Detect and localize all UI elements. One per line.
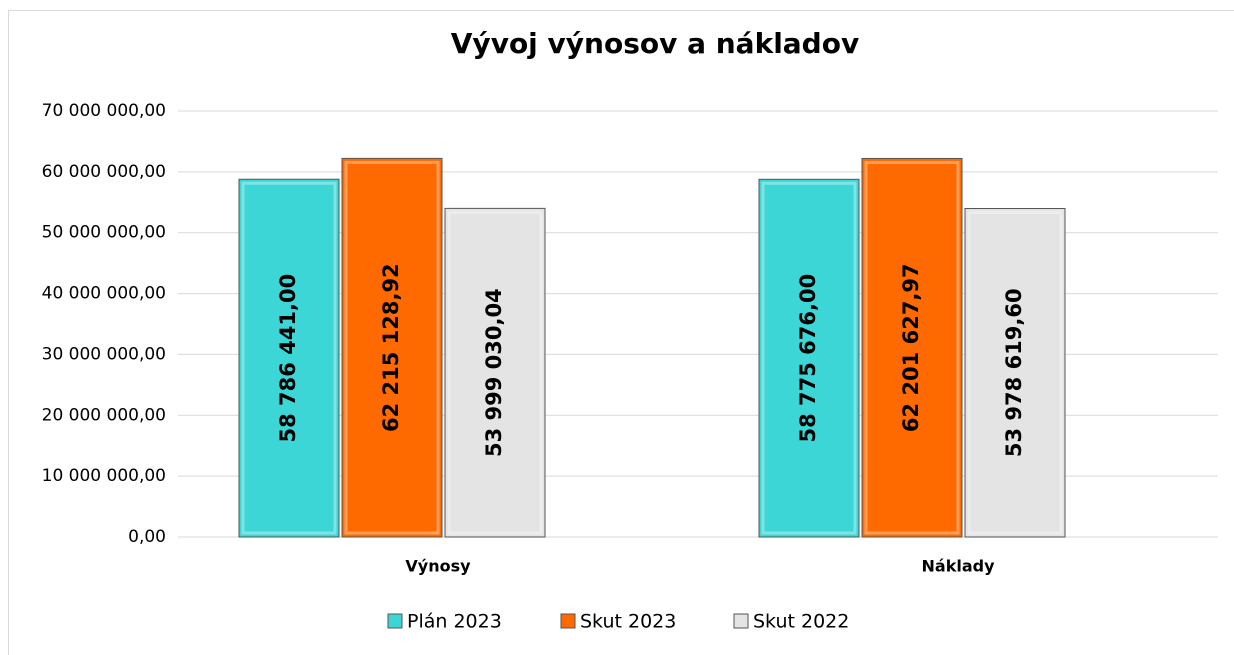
bar (341, 157, 443, 538)
legend-marker (387, 613, 403, 629)
data-label: 53 978 619,60 (1002, 288, 1026, 457)
y-tick-label: 0,00 (128, 527, 166, 547)
legend-label: Plán 2023 (407, 611, 502, 633)
y-tick-label: 70 000 000,00 (42, 101, 166, 121)
data-label: 62 201 627,97 (899, 263, 923, 432)
y-tick-label: 60 000 000,00 (42, 162, 166, 182)
legend-label: Skut 2023 (580, 611, 676, 633)
bar-bevel (344, 160, 440, 535)
bar (861, 157, 963, 538)
legend-label: Skut 2022 (753, 611, 849, 633)
bar-bevel (864, 160, 960, 535)
bar-bevel (761, 181, 857, 535)
bar-bevel (447, 210, 543, 535)
bar (964, 208, 1066, 538)
y-tick-label: 50 000 000,00 (42, 223, 166, 243)
chart-title: Vývoj výnosov a nákladov (451, 27, 859, 60)
legend-marker (733, 613, 749, 629)
legend-marker (560, 613, 576, 629)
x-tick-label: Výnosy (405, 557, 471, 576)
y-tick-label: 20 000 000,00 (42, 405, 166, 425)
x-tick-label: Náklady (922, 557, 996, 576)
bar (444, 207, 546, 538)
data-label: 53 999 030,04 (482, 288, 506, 457)
bar (758, 178, 860, 538)
data-label: 58 775 676,00 (796, 274, 820, 443)
y-tick-label: 10 000 000,00 (42, 466, 166, 486)
y-tick-label: 40 000 000,00 (42, 284, 166, 304)
bar (238, 178, 340, 538)
data-label: 62 215 128,92 (379, 263, 403, 432)
data-label: 58 786 441,00 (276, 274, 300, 443)
y-tick-label: 30 000 000,00 (42, 344, 166, 364)
bar-bevel (967, 211, 1063, 535)
bar-bevel (241, 181, 337, 535)
